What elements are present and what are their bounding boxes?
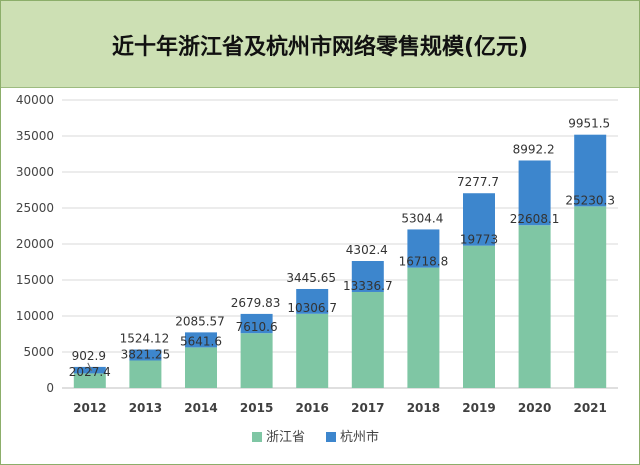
- bar-segment-zhejiang: [129, 360, 162, 388]
- y-tick-label: 40000: [16, 93, 54, 107]
- data-label-zhejiang: 13336.7: [343, 279, 393, 293]
- data-label-hangzhou: 9951.5: [568, 117, 610, 131]
- x-tick-label: 2018: [407, 401, 440, 415]
- data-label-hangzhou: 5304.4: [401, 211, 443, 225]
- data-label-zhejiang: 19773: [460, 233, 498, 247]
- x-tick-label: 2019: [462, 401, 495, 415]
- data-label-hangzhou: 1524.12: [120, 332, 170, 346]
- bar-segment-hangzhou: [407, 229, 440, 268]
- data-label-hangzhou: 2085.57: [175, 314, 225, 328]
- data-label-hangzhou: 2679.83: [231, 296, 281, 310]
- y-tick-label: 35000: [16, 129, 54, 143]
- legend-swatch-zhejiang: [252, 432, 262, 442]
- chart-title: 近十年浙江省及杭州市网络零售规模(亿元): [111, 35, 529, 60]
- data-label-zhejiang: 16718.8: [399, 255, 449, 269]
- bar-segment-zhejiang: [240, 333, 273, 388]
- bar-segment-zhejiang: [463, 245, 495, 388]
- bar-segment-zhejiang: [185, 347, 217, 388]
- bar-segment-hangzhou: [296, 288, 329, 314]
- bar-segment-hangzhou: [518, 160, 551, 226]
- legend-label-zhejiang: 浙江省: [266, 430, 305, 445]
- bar-segment-zhejiang: [518, 225, 551, 388]
- data-label-hangzhou: 902.9: [72, 349, 106, 363]
- data-label-hangzhou: 7277.7: [457, 175, 499, 189]
- data-label-hangzhou: 4302.4: [346, 243, 388, 257]
- y-tick-label: 5000: [23, 345, 54, 359]
- bar-segment-hangzhou: [463, 193, 495, 246]
- bar-segment-zhejiang: [351, 291, 384, 388]
- x-tick-label: 2015: [240, 401, 273, 415]
- x-tick-label: 2020: [518, 401, 551, 415]
- x-tick-label: 2012: [73, 401, 106, 415]
- y-tick-label: 15000: [16, 273, 54, 287]
- bar-segment-hangzhou: [240, 313, 273, 334]
- data-label-zhejiang: 2027.4: [69, 365, 111, 379]
- bar-segment-hangzhou: [185, 332, 217, 348]
- y-tick-label: 10000: [16, 309, 54, 323]
- y-tick-label: 30000: [16, 165, 54, 179]
- bar-segment-zhejiang: [574, 206, 607, 388]
- data-label-zhejiang: 5641.6: [180, 334, 222, 348]
- bar-segment-zhejiang: [73, 373, 106, 388]
- data-label-hangzhou: 8992.2: [513, 142, 555, 156]
- bar-segment-zhejiang: [407, 267, 440, 388]
- bar-segment-hangzhou: [351, 260, 384, 292]
- data-label-zhejiang: 10306.7: [287, 301, 337, 315]
- data-label-hangzhou: 3445.65: [286, 271, 336, 285]
- y-tick-label: 20000: [16, 237, 54, 251]
- data-label-zhejiang: 22608.1: [510, 212, 560, 226]
- legend-label-hangzhou: 杭州市: [340, 429, 379, 445]
- label-leader-line: [87, 362, 93, 372]
- x-tick-label: 2021: [573, 401, 606, 415]
- bar-segment-hangzhou: [73, 366, 106, 374]
- bar-segment-hangzhou: [574, 134, 607, 207]
- y-tick-label: 0: [46, 381, 54, 395]
- x-tick-label: 2014: [184, 401, 217, 415]
- legend-swatch-hangzhou: [326, 432, 336, 442]
- bar-segment-hangzhou: [129, 349, 162, 361]
- data-label-zhejiang: 3821.25: [121, 347, 171, 361]
- x-tick-label: 2013: [129, 401, 162, 415]
- x-tick-label: 2017: [351, 401, 384, 415]
- bar-segment-zhejiang: [296, 313, 329, 388]
- y-tick-label: 25000: [16, 201, 54, 215]
- data-label-zhejiang: 7610.6: [236, 320, 278, 334]
- title-banner: 近十年浙江省及杭州市网络零售规模(亿元): [1, 1, 639, 88]
- x-tick-label: 2016: [295, 401, 328, 415]
- data-label-zhejiang: 25230.3: [565, 193, 615, 207]
